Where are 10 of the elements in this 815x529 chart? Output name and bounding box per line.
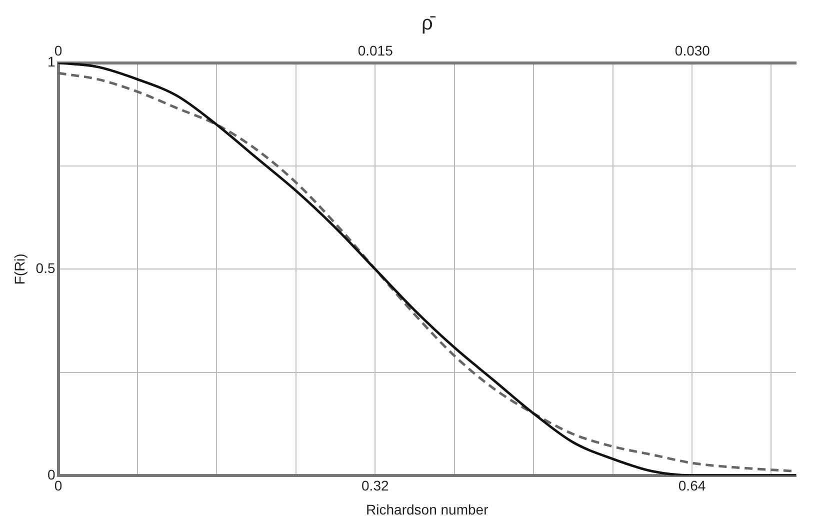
y-tick-label: 1 — [47, 54, 56, 70]
x-tick-label: 0.64 — [678, 478, 706, 494]
y-axis-title: F(Ri) — [11, 254, 28, 285]
x2-tick-label: 0.030 — [674, 42, 710, 58]
x2-axis-title: ρ̄ — [421, 12, 436, 35]
x-axis-title: Richardson number — [366, 501, 489, 518]
x2-tick-label: 0.015 — [358, 42, 394, 58]
y-tick-label: 0.5 — [36, 260, 56, 276]
x-tick-label: 0.32 — [362, 478, 389, 494]
y-tick-label: 0 — [47, 466, 56, 482]
